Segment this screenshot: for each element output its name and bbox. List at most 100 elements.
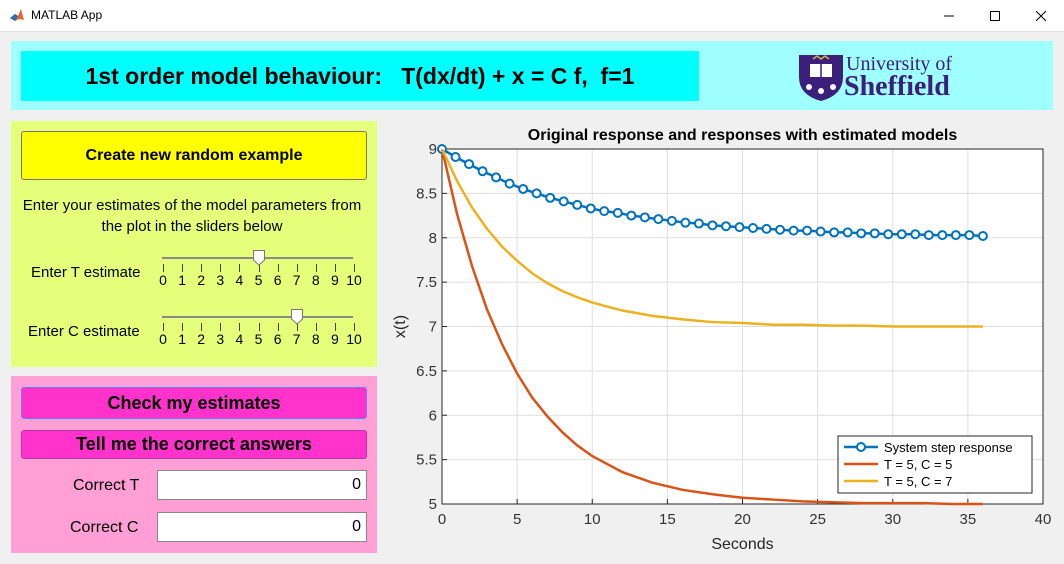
slider-tick-label: 2: [197, 272, 206, 288]
slider-tick: [239, 264, 241, 272]
series-line: [440, 148, 983, 506]
series-point: [923, 230, 934, 241]
slider-tick-label: 3: [216, 272, 225, 288]
slider-tick-label: 3: [216, 331, 225, 347]
slider-tick-label: 8: [311, 272, 320, 288]
x-tick-label: 30: [884, 511, 901, 528]
slider-tick: [334, 323, 336, 331]
correct-t-label: Correct T: [73, 477, 140, 494]
x-axis-label: Seconds: [711, 536, 773, 553]
slider-tick-label: 10: [346, 331, 362, 347]
series-point: [653, 214, 664, 225]
x-tick-label: 40: [1035, 511, 1052, 528]
series-point: [815, 226, 826, 237]
series-point: [707, 220, 718, 231]
y-tick-label: 7.5: [416, 274, 437, 291]
slider-tick-label: 1: [178, 331, 186, 347]
slider-tick-label: 6: [273, 331, 282, 347]
y-tick-label: 9: [429, 141, 437, 158]
slider-tick: [354, 264, 355, 272]
slider-tick: [315, 264, 317, 272]
logo-text-line2: Sheffield: [844, 71, 950, 102]
series-point: [639, 212, 650, 223]
check-estimates-button[interactable]: Check my estimates: [21, 387, 367, 419]
series-point: [964, 230, 975, 241]
slider-tick: [182, 323, 184, 331]
chart-title: Original response and responses with est…: [528, 127, 958, 144]
t-estimate-label: Enter T estimate: [31, 264, 141, 281]
series-point: [869, 228, 880, 239]
series-point: [829, 227, 840, 238]
series-point: [680, 217, 691, 228]
y-tick-label: 5: [429, 496, 437, 513]
slider-tick-label: 8: [311, 331, 320, 347]
correct-c-field[interactable]: 0: [157, 512, 367, 542]
legend-marker: [856, 442, 866, 452]
minimize-button[interactable]: [926, 0, 972, 31]
series-point: [450, 151, 461, 162]
series-point: [748, 222, 759, 233]
y-tick-label: 5.5: [416, 452, 437, 469]
series-line: [440, 148, 983, 328]
x-tick-label: 35: [960, 511, 977, 528]
instructions-text: Enter your estimates of the model parame…: [22, 197, 362, 235]
slider-tick-label: 4: [235, 272, 244, 288]
slider-tick-label: 9: [330, 272, 339, 288]
slider-tick: [163, 264, 164, 272]
series-point: [856, 228, 867, 239]
minimize-icon: [944, 15, 954, 16]
close-button[interactable]: [1018, 0, 1064, 31]
slider-tick: [182, 264, 184, 272]
x-tick-label: 20: [734, 511, 751, 528]
slider-tick-label: 2: [197, 331, 206, 347]
y-tick-label: 6: [429, 407, 437, 424]
series-point: [761, 223, 772, 234]
slider-tick: [220, 323, 222, 331]
y-tick-label: 7: [429, 319, 437, 336]
slider-thumb[interactable]: [290, 309, 303, 325]
slider-tick-label: 10: [346, 272, 362, 288]
legend-label: System step response: [884, 440, 1013, 455]
series-point: [626, 210, 637, 221]
response-plot: 0 5 10 15 20 25 30 35 40 5 5.5 6 6.5 7 7.5 8 8.5 9 Origina…: [390, 121, 1054, 553]
series-point: [504, 178, 515, 189]
correct-t-field[interactable]: 0: [157, 470, 367, 500]
slider-tick-label: 7: [292, 272, 301, 288]
slider-thumb[interactable]: [252, 250, 265, 266]
slider-tick-label: 5: [254, 331, 263, 347]
slider-track: [162, 316, 353, 318]
slider-tick-label: 4: [235, 331, 244, 347]
series-point: [599, 206, 610, 217]
c-estimate-slider[interactable]: 0 1 2 3 4 5 6 7 8 9 10: [159, 309, 362, 353]
series-point: [802, 225, 813, 236]
create-random-example-button[interactable]: Create new random example: [21, 131, 367, 180]
series-point: [720, 221, 731, 232]
series-point: [531, 188, 542, 199]
t-estimate-slider[interactable]: 0 1 2 3 4 5 6 7 8 9 10: [159, 250, 362, 294]
maximize-button[interactable]: [972, 0, 1018, 31]
x-tick-label: 5: [513, 511, 521, 528]
slider-tick-label: 9: [330, 331, 339, 347]
series-point: [896, 229, 907, 240]
slider-tick: [277, 264, 279, 272]
slider-tick: [315, 323, 317, 331]
x-tick-label: 10: [584, 511, 601, 528]
y-axis-label: x(t): [392, 315, 409, 338]
series-point: [558, 196, 569, 207]
y-tick-label: 8.5: [416, 185, 437, 202]
series-point: [977, 230, 988, 241]
series-point: [883, 229, 894, 240]
series-point: [842, 227, 853, 238]
series-point: [518, 183, 529, 194]
slider-tick-label: 0: [159, 272, 167, 288]
slider-tick-label: 1: [178, 272, 186, 288]
logo-text-line1: University of: [846, 53, 953, 75]
slider-tick: [334, 264, 336, 272]
slider-tick-label: 6: [273, 272, 282, 288]
tell-correct-answers-button[interactable]: Tell me the correct answers: [21, 430, 367, 459]
slider-tick: [239, 323, 241, 331]
series-point: [937, 230, 948, 241]
slider-tick: [296, 323, 298, 331]
y-tick-label: 6.5: [416, 363, 437, 380]
page-title: 1st order model behaviour: T(dx/dt) + x …: [21, 51, 699, 101]
